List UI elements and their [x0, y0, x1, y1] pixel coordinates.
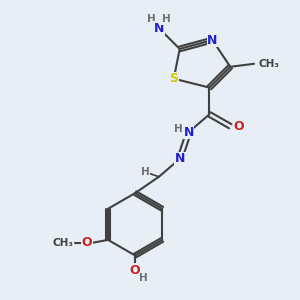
- Text: CH₃: CH₃: [52, 238, 73, 248]
- Text: H: H: [162, 14, 171, 24]
- Text: N: N: [207, 34, 218, 46]
- Text: O: O: [233, 120, 244, 133]
- Text: CH₃: CH₃: [259, 59, 280, 69]
- Text: O: O: [81, 236, 92, 249]
- Text: N: N: [175, 152, 185, 165]
- Text: O: O: [130, 264, 140, 277]
- Text: H: H: [174, 124, 183, 134]
- Text: N: N: [184, 126, 194, 139]
- Text: N: N: [154, 22, 164, 34]
- Text: H: H: [141, 167, 150, 177]
- Text: H: H: [139, 273, 148, 283]
- Text: H: H: [147, 14, 156, 24]
- Text: S: S: [169, 72, 178, 85]
